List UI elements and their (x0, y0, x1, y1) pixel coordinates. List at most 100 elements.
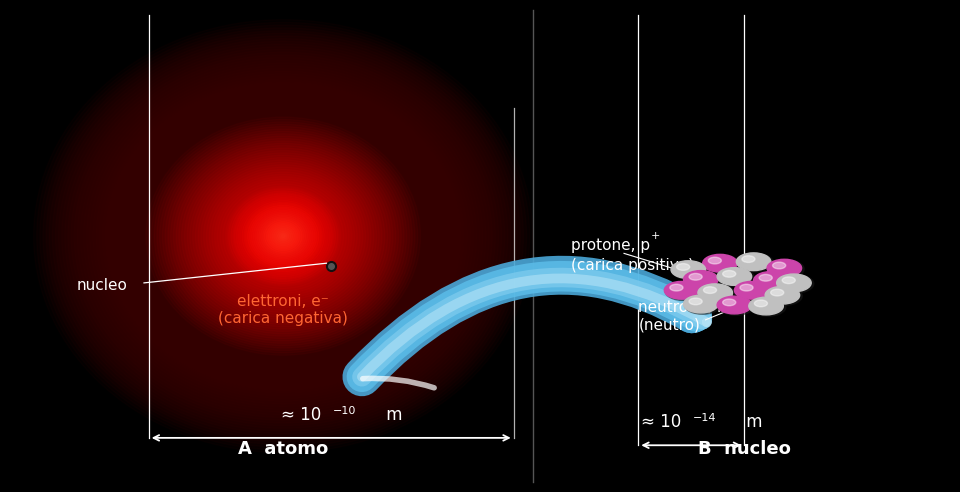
Text: m: m (381, 406, 402, 424)
Ellipse shape (248, 205, 319, 267)
Circle shape (778, 275, 814, 293)
Circle shape (665, 282, 702, 301)
Ellipse shape (277, 231, 289, 241)
Circle shape (742, 256, 755, 262)
Ellipse shape (248, 205, 319, 267)
Circle shape (750, 298, 786, 316)
Ellipse shape (165, 134, 401, 338)
Circle shape (689, 274, 702, 280)
Ellipse shape (242, 200, 324, 272)
Ellipse shape (155, 124, 412, 348)
Circle shape (755, 300, 767, 307)
Ellipse shape (234, 194, 332, 278)
Ellipse shape (253, 210, 313, 262)
Circle shape (684, 295, 718, 313)
Ellipse shape (251, 208, 316, 265)
FancyArrowPatch shape (362, 275, 692, 377)
Ellipse shape (236, 196, 330, 277)
Ellipse shape (270, 225, 297, 247)
Ellipse shape (236, 195, 330, 277)
Ellipse shape (273, 227, 294, 246)
Ellipse shape (149, 120, 418, 353)
Ellipse shape (240, 199, 326, 274)
Text: +: + (651, 231, 660, 241)
Ellipse shape (226, 186, 341, 286)
Circle shape (754, 272, 788, 289)
Ellipse shape (146, 117, 420, 355)
Ellipse shape (250, 207, 317, 265)
Ellipse shape (223, 184, 344, 288)
Circle shape (718, 297, 755, 315)
Circle shape (684, 296, 721, 314)
Ellipse shape (276, 230, 291, 243)
Circle shape (766, 287, 803, 306)
Ellipse shape (280, 234, 286, 239)
Circle shape (759, 275, 772, 281)
Ellipse shape (206, 169, 360, 303)
Text: 0: 0 (727, 293, 733, 303)
Circle shape (703, 254, 737, 272)
Text: neutrone, n: neutrone, n (638, 300, 727, 315)
Ellipse shape (228, 188, 338, 284)
Ellipse shape (267, 222, 300, 250)
Ellipse shape (159, 129, 407, 343)
Ellipse shape (195, 160, 372, 312)
Ellipse shape (255, 213, 311, 260)
Ellipse shape (209, 172, 357, 301)
FancyArrowPatch shape (362, 277, 703, 377)
FancyArrowPatch shape (362, 278, 707, 377)
Ellipse shape (184, 151, 382, 322)
Circle shape (767, 259, 802, 277)
Ellipse shape (204, 167, 363, 305)
FancyArrowPatch shape (362, 276, 697, 377)
Text: (carica positiva): (carica positiva) (571, 258, 694, 273)
Circle shape (717, 268, 752, 285)
Ellipse shape (257, 214, 309, 259)
Ellipse shape (272, 226, 295, 246)
Ellipse shape (152, 122, 415, 350)
Ellipse shape (234, 193, 332, 279)
Text: ≈ 10: ≈ 10 (281, 406, 322, 424)
Ellipse shape (246, 204, 321, 269)
Ellipse shape (168, 136, 398, 336)
Circle shape (717, 296, 752, 314)
Circle shape (670, 284, 683, 291)
Circle shape (689, 298, 702, 305)
Ellipse shape (179, 146, 388, 327)
Ellipse shape (245, 203, 322, 270)
Text: nucleo: nucleo (77, 278, 128, 293)
Text: −10: −10 (333, 406, 356, 416)
Ellipse shape (274, 228, 293, 244)
Circle shape (773, 262, 785, 269)
Ellipse shape (242, 200, 324, 272)
Circle shape (755, 272, 791, 291)
Ellipse shape (231, 191, 335, 281)
Ellipse shape (176, 143, 391, 329)
Ellipse shape (230, 191, 336, 281)
Ellipse shape (156, 126, 410, 346)
Circle shape (765, 286, 800, 304)
Circle shape (735, 282, 772, 301)
Ellipse shape (264, 219, 302, 253)
Ellipse shape (228, 189, 338, 283)
Ellipse shape (268, 223, 299, 249)
Circle shape (704, 255, 740, 274)
Ellipse shape (258, 215, 308, 258)
Ellipse shape (198, 162, 369, 310)
Ellipse shape (181, 148, 385, 324)
Ellipse shape (266, 221, 300, 251)
Circle shape (749, 297, 783, 315)
Ellipse shape (259, 215, 307, 257)
Ellipse shape (252, 209, 315, 264)
Ellipse shape (162, 131, 404, 341)
Ellipse shape (275, 229, 292, 244)
Ellipse shape (263, 218, 303, 254)
Text: protone, p: protone, p (571, 239, 650, 253)
Ellipse shape (270, 224, 297, 248)
Circle shape (723, 271, 735, 277)
FancyArrowPatch shape (363, 378, 434, 388)
Ellipse shape (201, 165, 366, 308)
Circle shape (740, 284, 753, 291)
Text: (neutro): (neutro) (638, 317, 700, 332)
Ellipse shape (244, 202, 323, 270)
